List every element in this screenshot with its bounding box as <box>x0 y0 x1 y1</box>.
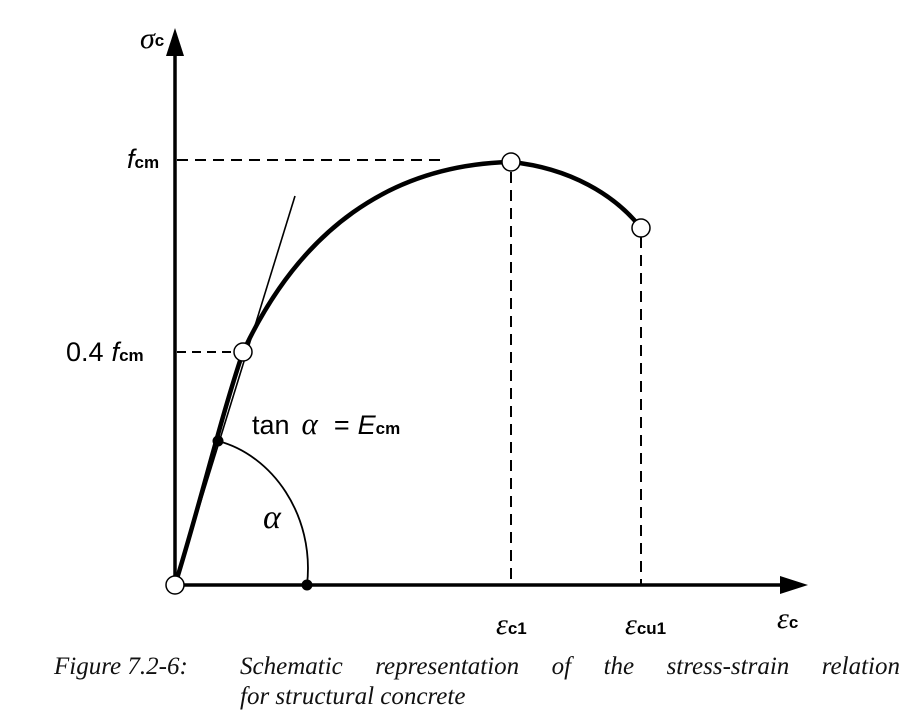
origin-marker <box>165 575 185 595</box>
arc-end-dot-bottom <box>301 579 313 591</box>
fcm04-prefix: 0.4 <box>66 337 104 367</box>
ecm-main: E <box>358 410 377 440</box>
peak-marker <box>501 152 521 172</box>
arc-end-dot-top <box>212 435 224 447</box>
angle-label: α <box>263 499 282 536</box>
y-axis-arrowhead <box>166 28 184 56</box>
x-axis-subscript: c <box>789 613 798 632</box>
tangent-equation: tan α = Ecm <box>252 406 400 441</box>
fcm04-marker <box>233 342 253 362</box>
fcm-main: f <box>127 144 137 174</box>
ecu1-label: εcu1 <box>625 608 666 641</box>
tangent-line <box>174 195 296 586</box>
y-axis-subscript: c <box>155 31 164 50</box>
ec1-sub: c1 <box>508 619 527 638</box>
x-axis-arrowhead <box>780 576 808 594</box>
fcm04-label: 0.4 fcm <box>66 337 144 367</box>
y-axis-label: σc <box>140 22 164 55</box>
fcm04-sub: cm <box>119 346 144 365</box>
tan-alpha: α <box>302 406 319 441</box>
fcm04-main: f <box>112 337 122 367</box>
caption-line-1: Schematic representation of the stress-s… <box>240 653 900 680</box>
ultimate-marker <box>631 218 651 238</box>
ecu1-main: ε <box>625 608 637 641</box>
x-axis-label: εc <box>777 602 798 635</box>
angle-arc <box>217 440 309 586</box>
ecu1-sub: cu1 <box>637 619 666 638</box>
y-axis-symbol: σ <box>140 22 156 55</box>
fcm-label: fcm <box>127 144 159 174</box>
x-axis-symbol: ε <box>777 602 789 635</box>
ecm-sub: cm <box>376 419 401 438</box>
ec1-main: ε <box>496 608 508 641</box>
caption-line-2: for structural concrete <box>240 683 466 710</box>
caption-number: Figure 7.2-6: <box>54 653 188 680</box>
fcm-sub: cm <box>135 153 160 172</box>
stress-strain-curve <box>172 159 644 588</box>
ec1-label: εc1 <box>496 608 527 641</box>
tan-text: tan <box>252 410 290 440</box>
equals-sign: = <box>334 410 350 440</box>
